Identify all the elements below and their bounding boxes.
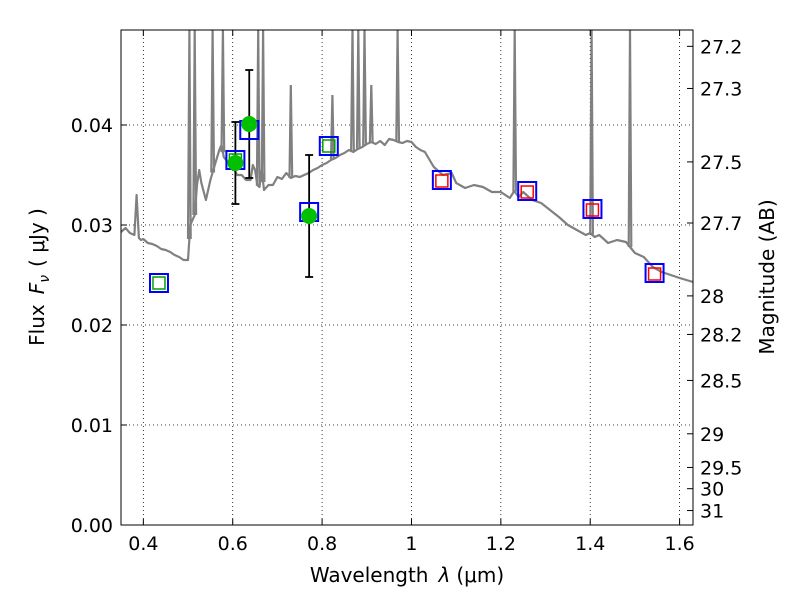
plot-frame bbox=[120, 29, 694, 526]
x-tick-label: 1.6 bbox=[664, 533, 694, 555]
x-tick-label: 1.2 bbox=[486, 533, 516, 555]
x-tick-label: 1.4 bbox=[575, 533, 605, 555]
red-inner-square bbox=[585, 203, 600, 217]
y2-axis-label: Magnitude (AB) bbox=[755, 199, 779, 354]
emission-line-spike bbox=[288, 84, 294, 179]
magnitude-tick-label: 27.5 bbox=[700, 152, 742, 174]
y-tick-label: 0.00 bbox=[71, 515, 113, 537]
x-axis-label: Wavelength λ (μm) bbox=[310, 563, 504, 587]
emission-line-spike bbox=[350, 30, 355, 152]
emission-line-spike bbox=[512, 30, 518, 192]
magnitude-tick-label: 30 bbox=[700, 479, 724, 501]
magnitude-tick-label: 27.7 bbox=[700, 213, 742, 235]
green-inner-square bbox=[152, 276, 166, 290]
observed-data-point bbox=[227, 155, 244, 171]
model-photometry-square bbox=[517, 181, 538, 201]
x-tick-label: 0.6 bbox=[218, 533, 248, 555]
magnitude-tick-label: 29.5 bbox=[700, 457, 742, 479]
x-tick-label: 0.4 bbox=[128, 533, 158, 555]
observed-data-point bbox=[241, 116, 258, 132]
emission-line-spike bbox=[210, 30, 216, 173]
plot-background bbox=[121, 30, 693, 525]
emission-line-spike bbox=[192, 30, 198, 216]
magnitude-tick-label: 27.2 bbox=[700, 36, 742, 58]
y-tick-label: 0.01 bbox=[71, 415, 113, 437]
y-tick-label: 0.03 bbox=[71, 215, 113, 237]
y-tick-label: 0.02 bbox=[71, 315, 113, 337]
emission-line-spike bbox=[395, 30, 401, 142]
red-inner-square bbox=[435, 174, 449, 188]
red-inner-square bbox=[520, 185, 534, 199]
emission-line-spike bbox=[186, 30, 192, 240]
magnitude-tick-label: 29 bbox=[700, 424, 724, 446]
green-inner-square bbox=[322, 139, 336, 153]
model-photometry-square bbox=[431, 170, 452, 190]
emission-line-spike bbox=[589, 30, 594, 235]
red-inner-square bbox=[647, 267, 662, 281]
model-photometry-square bbox=[148, 273, 169, 293]
magnitude-tick-label: 27.3 bbox=[700, 78, 742, 100]
model-photometry-square bbox=[318, 136, 339, 156]
emission-line-spike bbox=[627, 30, 633, 248]
axis-ticks: 0.4 0.6 0.8 1 1.2 1.4 1.6 0.00 0.01 0.02 0.03 0.04 2… bbox=[71, 30, 742, 555]
emission-line-spike bbox=[220, 30, 226, 153]
emission-line-spike bbox=[355, 30, 361, 149]
model-photometry-square bbox=[644, 263, 665, 283]
emission-line-spike bbox=[260, 30, 266, 183]
magnitude-tick-label: 28.2 bbox=[700, 324, 742, 346]
magnitude-tick-label: 28 bbox=[700, 286, 724, 308]
emission-line-spike bbox=[362, 30, 367, 146]
x-tick-label: 0.8 bbox=[307, 533, 337, 555]
observed-data-point bbox=[301, 208, 318, 224]
magnitude-tick-label: 31 bbox=[700, 501, 724, 523]
magnitude-tick-label: 28.5 bbox=[700, 370, 742, 392]
y-axis-label: FluxFν( μJy ) bbox=[25, 208, 53, 346]
model-photometry-square bbox=[582, 199, 603, 219]
x-tick-label: 1 bbox=[405, 533, 417, 555]
emission-line-spike bbox=[368, 84, 374, 143]
y-tick-label: 0.04 bbox=[71, 115, 113, 137]
plot-series bbox=[121, 30, 693, 293]
